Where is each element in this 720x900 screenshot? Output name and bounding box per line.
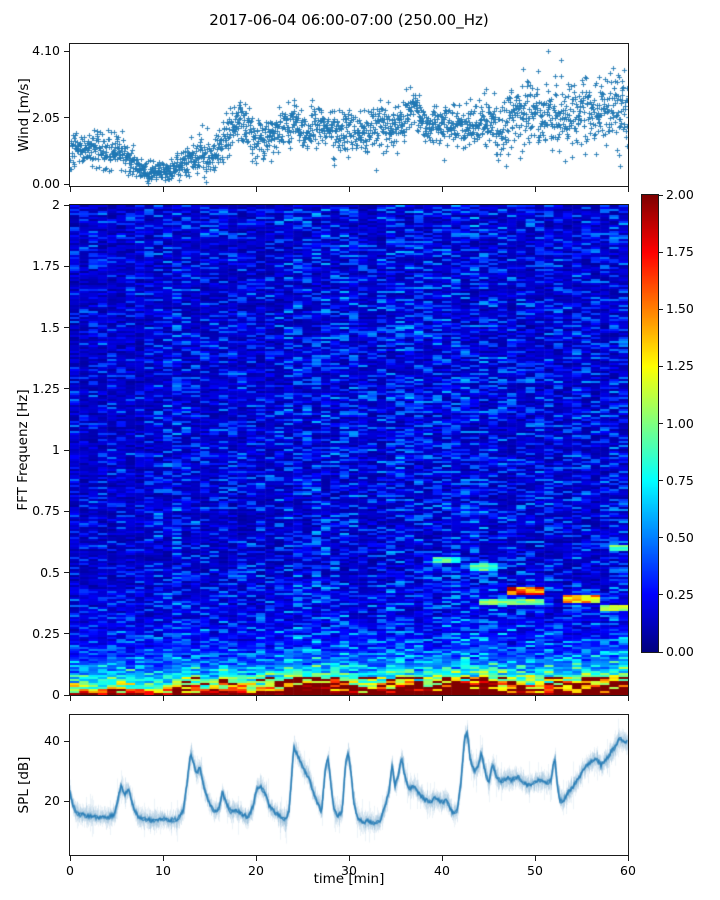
- y-tick-label: 0.75: [32, 503, 60, 519]
- x-tick-label: 50: [527, 863, 543, 878]
- colorbar-tick-label: 0.25: [666, 586, 694, 602]
- colorbar: [641, 194, 659, 653]
- y-tick-mark: [64, 510, 69, 512]
- colorbar-tick-label: 0.00: [666, 644, 694, 659]
- x-tick-mark: [441, 696, 443, 701]
- x-tick-mark: [348, 856, 350, 861]
- y-tick-mark: [64, 50, 69, 52]
- colorbar-tick-mark: [659, 594, 663, 596]
- spl-line-plot: [69, 714, 629, 856]
- y-tick-mark: [64, 449, 69, 451]
- x-tick-mark: [441, 856, 443, 861]
- x-tick-mark: [441, 187, 443, 192]
- x-tick-mark: [162, 856, 164, 861]
- y-tick-mark: [64, 740, 69, 742]
- x-tick-label: 40: [434, 863, 450, 878]
- x-tick-mark: [627, 696, 629, 701]
- y-tick-label: 0.00: [32, 176, 60, 192]
- y-tick-label: 0: [52, 687, 60, 702]
- y-tick-label: 4.10: [32, 43, 60, 59]
- y-tick-label: 2.05: [32, 109, 60, 125]
- y-tick-label: 0.25: [32, 625, 60, 641]
- x-tick-label: 10: [155, 863, 171, 878]
- x-tick-mark: [162, 696, 164, 701]
- x-axis-label: time [min]: [313, 871, 385, 887]
- y-tick-mark: [64, 694, 69, 696]
- y-tick-label: 40: [44, 733, 60, 749]
- x-tick-mark: [348, 187, 350, 192]
- colorbar-tick-label: 1.25: [666, 358, 694, 374]
- colorbar-tick-mark: [659, 251, 663, 253]
- y-tick-mark: [64, 183, 69, 185]
- y-tick-label: 1.25: [32, 380, 60, 396]
- x-tick-mark: [534, 187, 536, 192]
- colorbar-tick-label: 1.00: [666, 415, 694, 431]
- x-tick-label: 0: [66, 863, 74, 878]
- x-tick-mark: [627, 856, 629, 861]
- x-tick-mark: [255, 856, 257, 861]
- colorbar-tick-mark: [659, 480, 663, 482]
- x-tick-label: 20: [248, 863, 264, 878]
- wind-scatter-plot: [69, 43, 629, 187]
- y-tick-mark: [64, 327, 69, 328]
- x-tick-mark: [255, 187, 257, 192]
- y-tick-mark: [64, 117, 69, 119]
- x-tick-mark: [627, 187, 629, 192]
- colorbar-tick-mark: [659, 423, 663, 424]
- x-tick-mark: [69, 187, 71, 192]
- y-tick-label: 1.5: [40, 319, 60, 335]
- x-tick-mark: [348, 696, 350, 701]
- x-tick-mark: [534, 856, 536, 861]
- colorbar-tick-label: 0.50: [666, 529, 694, 545]
- y-tick-mark: [64, 204, 69, 206]
- spectrogram-heatmap: [69, 204, 629, 696]
- y-tick-mark: [64, 800, 69, 802]
- colorbar-tick-mark: [659, 308, 663, 310]
- spl-y-axis-label: SPL [dB]: [16, 756, 32, 814]
- colorbar-tick-label: 1.75: [666, 244, 694, 260]
- y-tick-label: 1: [52, 442, 60, 457]
- y-tick-mark: [64, 265, 69, 267]
- y-tick-label: 2: [52, 197, 60, 212]
- y-tick-label: 0.5: [40, 564, 60, 580]
- x-tick-mark: [534, 696, 536, 701]
- y-tick-mark: [64, 388, 69, 390]
- x-tick-mark: [69, 856, 71, 861]
- chart-title: 2017-06-04 06:00-07:00 (250.00_Hz): [209, 11, 489, 29]
- colorbar-tick-label: 0.75: [666, 472, 694, 488]
- x-tick-label: 60: [620, 863, 636, 878]
- colorbar-tick-mark: [659, 537, 663, 539]
- y-tick-mark: [64, 633, 69, 635]
- colorbar-tick-label: 1.50: [666, 301, 694, 317]
- x-tick-label: 30: [341, 863, 357, 878]
- y-tick-mark: [64, 572, 69, 573]
- colorbar-tick-label: 2.00: [666, 187, 694, 202]
- x-tick-mark: [69, 696, 71, 701]
- colorbar-tick-mark: [659, 365, 663, 367]
- y-tick-label: 1.75: [32, 258, 60, 274]
- y-tick-label: 20: [44, 793, 60, 809]
- x-tick-mark: [255, 696, 257, 701]
- colorbar-tick-mark: [659, 651, 663, 653]
- x-tick-mark: [162, 187, 164, 192]
- colorbar-tick-mark: [659, 194, 663, 196]
